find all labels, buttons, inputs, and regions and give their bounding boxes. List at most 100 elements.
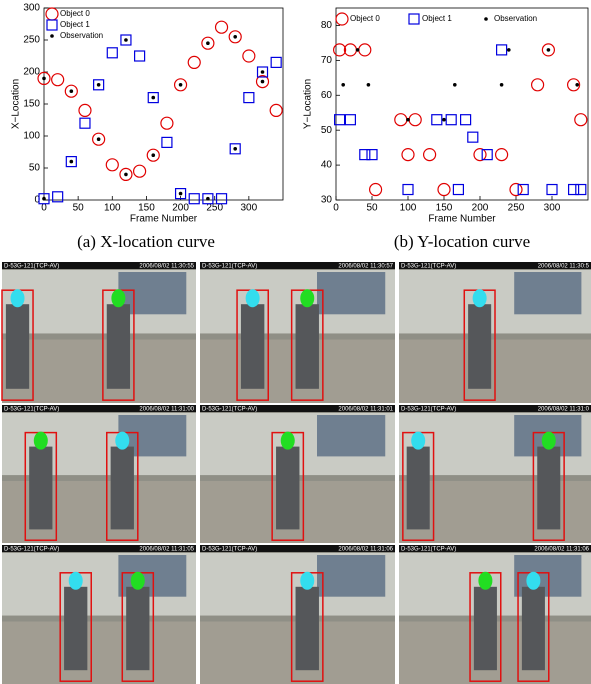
camera-label: D-53G-121(TCP-AV) — [4, 264, 59, 270]
timestamp: 2006/08/02 11:30:57 — [338, 264, 393, 270]
y-tick-label: 80 — [321, 20, 333, 31]
video-frame: D-53G-121(TCP-AV) 2006/08/02 11:31:01 — [200, 405, 395, 543]
page: (a) X-location curve (b) Y-location curv… — [0, 0, 591, 684]
legend-label: Object 1 — [60, 20, 90, 29]
person — [241, 304, 264, 389]
head-marker — [300, 572, 314, 590]
window — [514, 272, 581, 314]
marker — [97, 83, 101, 87]
head-marker — [526, 572, 540, 590]
video-frame: D-53G-121(TCP-AV) 2006/08/02 11:31:06 — [399, 545, 591, 684]
marker — [500, 83, 504, 87]
figure: (a) X-location curve (b) Y-location curv… — [0, 0, 591, 684]
person — [64, 587, 87, 670]
floor — [2, 621, 196, 684]
x-tick-label: 50 — [366, 203, 378, 214]
person — [296, 587, 319, 670]
camera-label: D-53G-121(TCP-AV) — [401, 547, 456, 553]
marker — [261, 70, 265, 74]
marker — [575, 83, 579, 87]
marker — [453, 83, 457, 87]
head-marker — [411, 432, 425, 450]
window — [317, 555, 385, 597]
marker — [233, 147, 237, 151]
x-tick-label: 100 — [104, 203, 121, 214]
video-frame: D-53G-121(TCP-AV) 2006/08/02 11:31:00 — [2, 405, 196, 543]
timestamp: 2006/08/02 11:30:5 — [538, 264, 590, 270]
head-marker — [473, 289, 487, 307]
marker — [406, 118, 410, 122]
marker — [341, 83, 345, 87]
legend-label: Observation — [60, 31, 103, 40]
camera-label: D-53G-121(TCP-AV) — [202, 407, 257, 413]
marker — [367, 83, 371, 87]
y-axis-label: Y−Location — [303, 79, 314, 129]
head-marker — [111, 289, 125, 307]
y-tick-label: 300 — [23, 3, 40, 14]
y-tick-label: 40 — [321, 160, 333, 171]
marker — [42, 197, 46, 201]
timestamp: 2006/08/02 11:31:01 — [338, 407, 393, 413]
head-marker — [131, 572, 145, 590]
legend-label: Object 1 — [422, 14, 452, 23]
person — [6, 304, 29, 389]
x-tick-label: 200 — [172, 203, 189, 214]
floor — [2, 340, 196, 403]
plot-area — [336, 8, 588, 200]
timestamp: 2006/08/02 11:31:05 — [139, 547, 194, 553]
y-tick-label: 50 — [321, 125, 333, 136]
head-marker — [34, 432, 48, 450]
person — [537, 447, 560, 530]
camera-label: D-53G-121(TCP-AV) — [202, 264, 257, 270]
marker — [442, 118, 446, 122]
caption: (b) Y-location curve — [394, 232, 530, 251]
video-frame: D-53G-121(TCP-AV)2006/08/02 11:31:05 — [2, 545, 196, 684]
camera-label: D-53G-121(TCP-AV) — [202, 547, 257, 553]
timestamp: 2006/08/02 11:31:00 — [139, 407, 194, 413]
x-tick-label: 200 — [472, 203, 489, 214]
marker — [70, 89, 74, 93]
marker — [50, 34, 54, 38]
legend-label: Observation — [494, 14, 537, 23]
person — [468, 304, 491, 389]
person — [107, 304, 130, 389]
marker — [206, 41, 210, 45]
y-axis-label: X−Location — [11, 79, 22, 129]
marker — [206, 197, 210, 201]
x-tick-label: 300 — [544, 203, 561, 214]
timestamp: 2006/08/02 11:31:06 — [534, 547, 589, 553]
caption: (a) X-location curve — [77, 232, 215, 251]
head-marker — [300, 289, 314, 307]
window — [317, 272, 385, 314]
head-marker — [69, 572, 83, 590]
x-tick-label: 150 — [138, 203, 155, 214]
marker — [70, 160, 74, 164]
marker — [151, 153, 155, 157]
y-tick-label: 100 — [23, 131, 40, 142]
x-axis-label: Frame Number — [130, 214, 198, 225]
head-marker — [281, 432, 295, 450]
marker — [124, 38, 128, 42]
head-marker — [246, 289, 260, 307]
y-tick-label: 30 — [321, 195, 333, 206]
person — [126, 587, 149, 670]
video-frame: D-53G-121(TCP-AV)2006/08/02 11:31:0 — [399, 405, 591, 543]
x-axis-label: Frame Number — [428, 214, 496, 225]
person — [474, 587, 497, 670]
window — [317, 415, 385, 456]
legend-label: Object 0 — [60, 9, 90, 18]
person — [29, 447, 52, 530]
marker — [484, 17, 488, 21]
legend-label: Object 0 — [350, 14, 380, 23]
person — [296, 304, 319, 389]
marker — [261, 80, 265, 84]
x-tick-label: 0 — [333, 203, 339, 214]
camera-label: D-53G-121(TCP-AV) — [4, 407, 59, 413]
camera-label: D-53G-121(TCP-AV) — [401, 407, 456, 413]
head-marker — [115, 432, 129, 450]
y-tick-label: 50 — [29, 163, 41, 174]
y-tick-label: 150 — [23, 99, 40, 110]
y-tick-label: 60 — [321, 90, 333, 101]
marker — [179, 192, 183, 196]
marker — [356, 48, 360, 52]
